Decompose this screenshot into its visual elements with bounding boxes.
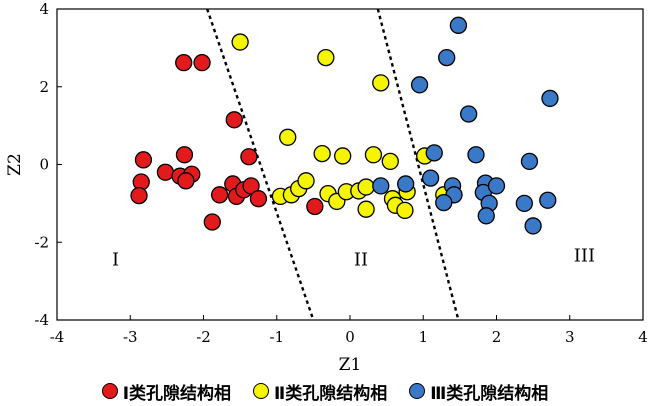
data-point-class-1 [177,172,195,190]
data-point-class-1 [134,151,153,169]
legend-marker-class-3 [409,383,426,399]
data-point-class-2 [381,152,399,171]
x-tick-label: 2 [492,328,502,346]
x-tick-label: 1 [418,328,428,346]
data-point-class-2 [372,74,390,92]
data-point-class-2 [279,128,297,146]
data-point-class-1 [225,111,243,129]
data-point-class-3 [460,105,478,123]
data-point-class-1 [249,190,268,208]
data-point-class-3 [467,146,485,164]
data-point-class-1 [156,163,175,181]
legend-marker-class-2 [253,383,270,399]
data-points [130,16,559,235]
legend: Ⅰ类孔隙结构相 Ⅱ类孔隙结构相 Ⅲ类孔隙结构相 [0,378,650,404]
x-axis-label: Z1 [339,355,362,375]
data-point-class-2 [364,146,383,164]
data-point-class-3 [438,48,456,67]
data-point-class-3 [421,169,440,187]
data-point-class-1 [175,146,194,164]
data-point-class-1 [210,186,229,204]
data-point-class-1 [130,186,148,205]
region-label-3: III [574,246,595,267]
data-point-class-1 [175,53,193,72]
data-point-class-2 [297,172,315,190]
data-point-class-3 [487,177,506,195]
axis-ticks: -4 -3 -2 -1 0 1 2 3 4 -4 -2 0 2 4 [34,0,647,346]
legend-marker-class-1 [101,383,118,399]
data-point-class-3 [539,191,557,209]
y-tick-label: 4 [39,0,49,18]
x-tick-label: -1 [269,328,284,346]
region-boundaries [206,8,460,321]
data-point-class-1 [242,177,260,195]
data-point-class-3 [425,144,443,162]
data-point-class-2 [334,147,352,165]
y-axis-label: Z2 [5,153,25,176]
legend-label-class-1: Ⅰ类孔隙结构相 [122,383,232,404]
data-point-class-1 [193,53,211,72]
y-tick-label: 0 [39,156,49,174]
data-point-class-2 [357,178,375,196]
data-point-class-1 [240,148,258,166]
boundary-line-2 [376,8,460,321]
x-tick-label: -3 [123,328,138,346]
data-point-class-2 [317,48,335,67]
x-tick-label: -2 [196,328,211,346]
data-point-class-3 [397,175,415,193]
region-label-1: I [112,250,119,271]
y-tick-label: -2 [34,233,49,251]
data-point-class-3 [524,217,542,235]
data-point-class-3 [477,207,495,225]
x-tick-label: 3 [565,328,575,346]
data-point-class-2 [313,144,331,163]
y-tick-label: 2 [39,78,49,96]
data-point-class-3 [449,16,468,34]
region-label-2: II [354,250,368,271]
x-tick-label: -4 [50,328,65,346]
legend-label-class-2: Ⅱ类孔隙结构相 [274,383,388,404]
legend-label-class-3: Ⅲ类孔隙结构相 [430,383,549,404]
data-point-class-1 [306,197,324,216]
y-tick-label: -4 [34,311,49,329]
data-point-class-3 [520,152,539,171]
data-point-class-3 [515,194,533,213]
data-point-class-3 [372,177,390,195]
data-point-class-3 [410,76,429,94]
data-point-class-2 [396,201,414,220]
data-point-class-2 [231,33,249,51]
boundary-line-1 [206,8,315,321]
data-point-class-3 [541,89,559,108]
data-point-class-3 [435,193,453,212]
region-labels: I II III [112,246,595,271]
legend-item-class-1: Ⅰ类孔隙结构相 [101,379,232,404]
legend-item-class-3: Ⅲ类孔隙结构相 [409,379,548,404]
legend-item-class-2: Ⅱ类孔隙结构相 [253,379,387,404]
data-point-class-1 [203,213,221,231]
x-tick-label: 0 [345,328,355,346]
x-tick-label: 4 [638,328,648,346]
data-point-class-2 [357,200,375,218]
